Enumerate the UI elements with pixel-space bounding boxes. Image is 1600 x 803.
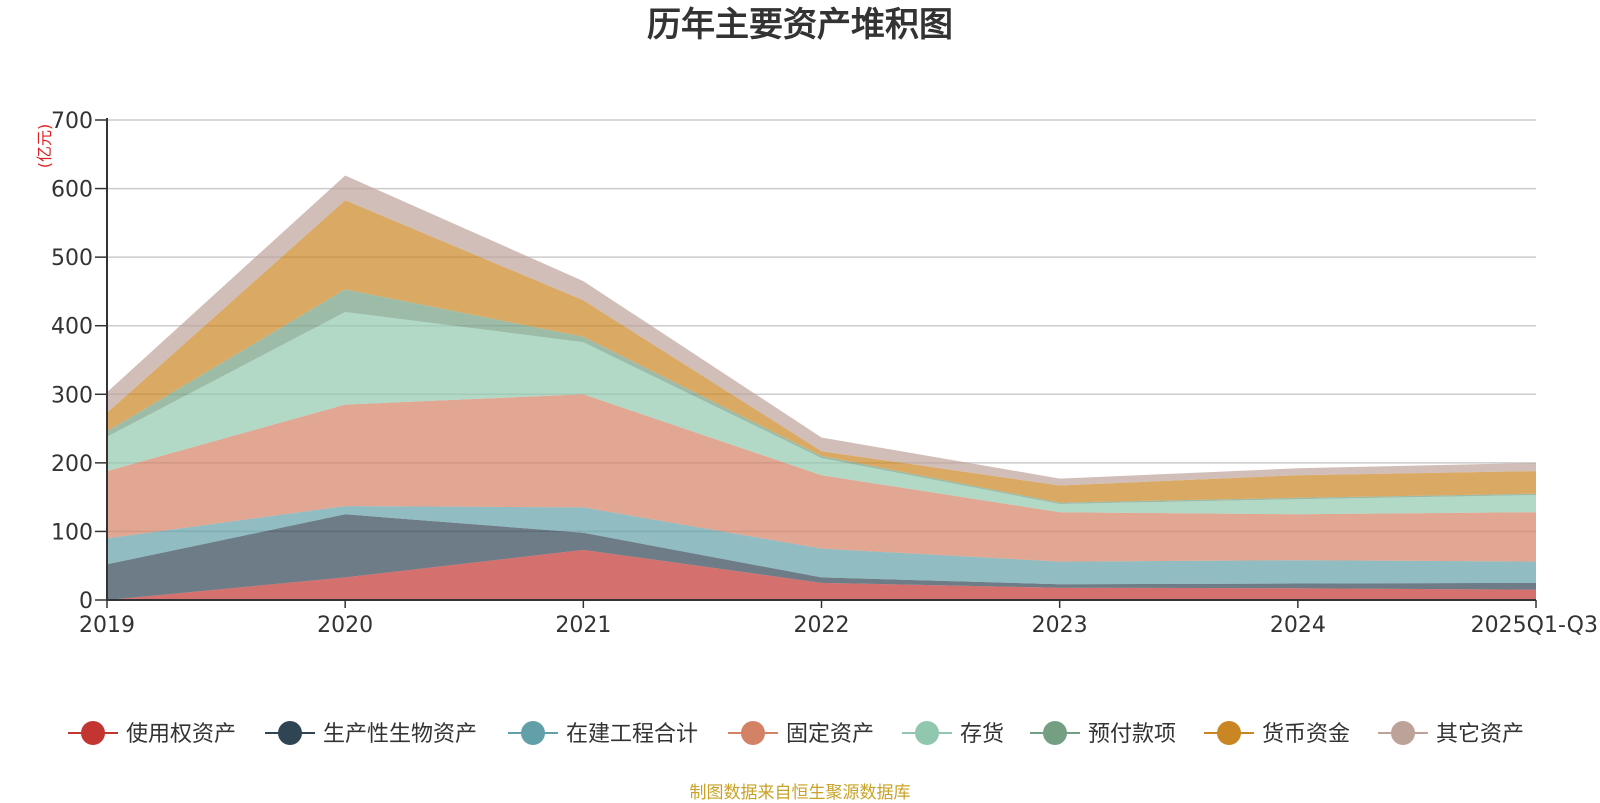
legend-item-8[interactable]: 其它资产 xyxy=(1378,721,1524,747)
x-tick-label: 2022 xyxy=(794,613,850,638)
x-tick-label: 2024 xyxy=(1270,613,1326,638)
legend-item-2[interactable]: 生产性生物资产 xyxy=(265,721,477,747)
legend-marker xyxy=(81,721,105,745)
legend-label: 其它资产 xyxy=(1436,722,1524,747)
legend-label: 使用权资产 xyxy=(126,722,236,747)
x-tick-label: 2020 xyxy=(317,613,373,638)
legend-label: 固定资产 xyxy=(786,722,874,747)
y-tick-label: 300 xyxy=(51,383,93,408)
legend-item-7[interactable]: 货币资金 xyxy=(1204,721,1350,747)
legend-marker xyxy=(915,721,939,745)
legend-item-3[interactable]: 在建工程合计 xyxy=(508,721,698,747)
area-series-5 xyxy=(107,312,1536,515)
y-axis-unit-label: (亿元) xyxy=(35,124,54,169)
legend-marker xyxy=(1391,721,1415,745)
area-series-1 xyxy=(107,549,1536,600)
legend-item-4[interactable]: 固定资产 xyxy=(728,721,874,747)
legend-marker xyxy=(741,721,765,745)
legend-item-5[interactable]: 存货 xyxy=(902,721,1004,747)
legend-label: 货币资金 xyxy=(1262,722,1350,747)
area-series-4 xyxy=(107,394,1536,562)
legend-item-1[interactable]: 使用权资产 xyxy=(68,721,236,747)
y-tick-label: 200 xyxy=(51,452,93,477)
legend[interactable]: 使用权资产 生产性生物资产 在建工程合计 固定资产 存货 预付款项 货币资金 其它资产 xyxy=(68,721,1524,747)
y-tick-label: 500 xyxy=(51,246,93,271)
x-tick-label: 2023 xyxy=(1032,613,1088,638)
legend-label: 在建工程合计 xyxy=(566,722,698,747)
y-tick-label: 400 xyxy=(51,315,93,340)
area-series-7 xyxy=(107,200,1536,503)
y-tick-label: 600 xyxy=(51,178,93,203)
area-series-2 xyxy=(107,514,1536,600)
legend-label: 生产性生物资产 xyxy=(323,722,477,747)
y-tick-label: 100 xyxy=(51,520,93,545)
legend-item-6[interactable]: 预付款项 xyxy=(1030,721,1176,747)
x-tick-label: 2019 xyxy=(79,613,135,638)
legend-marker xyxy=(521,721,545,745)
legend-label: 预付款项 xyxy=(1088,722,1176,747)
legend-marker xyxy=(278,721,302,745)
chart-title: 历年主要资产堆积图 xyxy=(647,5,953,45)
data-source-note: 制图数据来自恒生聚源数据库 xyxy=(689,783,911,803)
axes: 0 100 200 300 400 500 600 700 2019 2020 2021 2022 20… xyxy=(51,109,1598,638)
x-tick-label: 2025Q1-Q3 xyxy=(1471,613,1598,638)
legend-label: 存货 xyxy=(960,722,1004,747)
legend-marker xyxy=(1043,721,1067,745)
y-tick-label: 0 xyxy=(79,589,93,614)
x-tick-label: 2021 xyxy=(555,613,611,638)
legend-marker xyxy=(1217,721,1241,745)
area-series-layer xyxy=(107,175,1536,600)
area-series-3 xyxy=(107,506,1536,585)
y-tick-label: 700 xyxy=(51,109,93,134)
